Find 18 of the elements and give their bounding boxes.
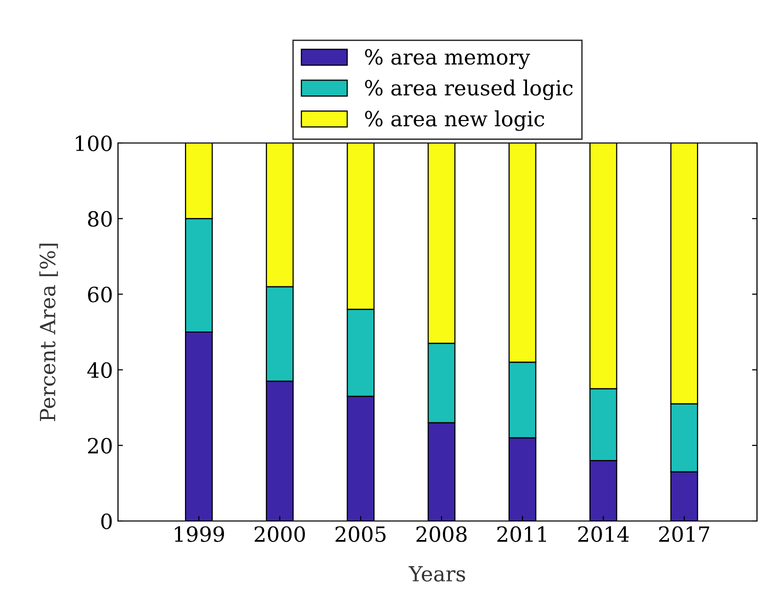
y-tick-label: 0 [101, 513, 112, 530]
y-tick-label: 20 [88, 438, 112, 454]
x-tick-label: 2014 [578, 526, 629, 542]
x-tick-label: 2008 [416, 526, 467, 542]
x-tick-label: 1999 [174, 526, 224, 542]
legend-label: % area memory [365, 49, 530, 70]
x-tick-label: 2000 [254, 526, 305, 542]
y-axis-title: Percent Area [%] [39, 244, 58, 421]
x-tick-label: 2011 [497, 526, 546, 542]
legend-label: % area new logic [365, 110, 544, 131]
y-tick-label: 100 [76, 135, 112, 152]
y-tick-label: 60 [88, 286, 112, 302]
y-tick-label: 80 [88, 211, 112, 227]
x-axis-title: Years [408, 566, 466, 582]
y-tick-label: 40 [87, 362, 112, 378]
x-tick-label: 2017 [659, 526, 710, 542]
legend-label: % area reused logic [365, 80, 573, 100]
x-tick-label: 2005 [336, 526, 386, 542]
